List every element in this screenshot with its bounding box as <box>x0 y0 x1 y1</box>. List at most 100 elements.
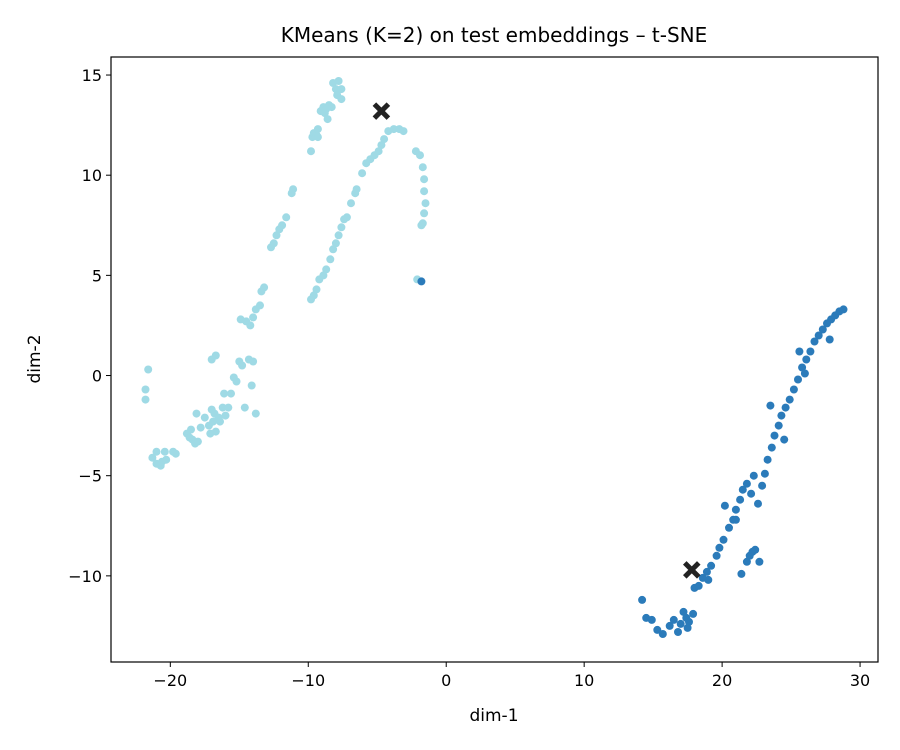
cluster-1-point-67 <box>795 347 804 356</box>
cluster-1-point-10 <box>679 607 688 616</box>
cluster-0-point-115 <box>417 221 426 230</box>
cluster-0-point-23 <box>209 417 218 426</box>
cluster-0-point-27 <box>216 417 224 426</box>
cluster-1-point-33 <box>763 455 772 464</box>
cluster-1-point-35 <box>770 431 779 440</box>
cluster-1-point-66 <box>748 547 757 556</box>
cluster-1-point-44 <box>806 347 815 356</box>
cluster-1-point-3 <box>647 615 656 624</box>
cluster-0-point-30 <box>224 403 233 412</box>
cluster-1-point-40 <box>789 385 798 394</box>
cluster-0-point-34 <box>238 361 247 370</box>
cluster-0-point-106 <box>399 127 408 136</box>
cluster-0-point-95 <box>352 185 361 194</box>
cluster-1-point-59 <box>766 401 775 410</box>
cluster-0-point-8 <box>160 447 169 456</box>
cluster-0-point-112 <box>421 199 430 208</box>
cluster-1-point-47 <box>818 325 827 334</box>
cluster-1-point-24 <box>731 505 740 514</box>
cluster-0-point-104 <box>389 125 398 134</box>
cluster-0-point-38 <box>249 357 258 366</box>
cluster-0-point-44 <box>229 373 238 382</box>
cluster-0-point-79 <box>337 95 346 104</box>
cluster-0-point-39 <box>251 409 260 418</box>
cluster-0-point-37 <box>247 381 256 390</box>
cluster-0-point-111 <box>420 187 429 196</box>
cluster-0-point-108 <box>416 151 424 160</box>
x-axis: −20 −10 0 10 20 30 <box>153 662 870 690</box>
cluster-1-point-12 <box>685 617 693 626</box>
cluster-0-point-58 <box>282 213 291 222</box>
cluster-1-point-39 <box>785 395 794 404</box>
points-layer <box>141 77 848 638</box>
cluster-0-point-75 <box>331 85 340 94</box>
cluster-1-point-1 <box>638 595 647 604</box>
cluster-1-point-46 <box>814 331 823 340</box>
cluster-0-point-11 <box>171 449 180 458</box>
cluster-0-point-5 <box>152 447 161 456</box>
chart-title: KMeans (K=2) on test embeddings – t-SNE <box>281 23 708 47</box>
cluster-0-point-113 <box>420 209 429 218</box>
cluster-1-point-26 <box>738 485 747 494</box>
cluster-0-point-57 <box>278 221 287 230</box>
cluster-0-point-78 <box>337 85 346 94</box>
cluster-0-point-109 <box>418 163 427 172</box>
cluster-0-point-14 <box>187 425 195 434</box>
cluster-0-point-85 <box>322 265 331 274</box>
cluster-1-point-58 <box>720 501 729 510</box>
cluster-1-point-53 <box>737 569 746 578</box>
cluster-1-point-20 <box>715 543 724 552</box>
y-tick-label: 0 <box>92 367 102 386</box>
cluster-0-point-88 <box>331 239 340 248</box>
cluster-1-point-54 <box>742 557 751 566</box>
cluster-0-point-19 <box>200 413 209 422</box>
cluster-1-point-6 <box>665 621 674 630</box>
cluster-1-point-38 <box>781 403 790 412</box>
cluster-0-point-93 <box>347 199 355 208</box>
cluster-0-point-18 <box>196 423 205 432</box>
cluster-1-point-30 <box>754 499 762 508</box>
cluster-1-point-21 <box>719 535 728 544</box>
cluster-1-point-22 <box>725 523 733 532</box>
cluster-0-point-28 <box>218 403 227 412</box>
cluster-0-point-66 <box>313 125 322 134</box>
x-tick-label: 10 <box>574 671 594 690</box>
cluster-0-point-3 <box>148 453 157 462</box>
cluster-0-point-77 <box>334 77 343 85</box>
cluster-1-point-9 <box>676 619 685 628</box>
cluster-0-point-35 <box>240 403 249 412</box>
cluster-0-point-89 <box>334 231 343 240</box>
x-tick-label: 20 <box>712 671 732 690</box>
cluster-0-point-54 <box>269 239 278 248</box>
cluster-0-point-0 <box>141 385 150 394</box>
cluster-1-point-19 <box>712 551 721 560</box>
cluster-0-point-50 <box>256 301 264 310</box>
cluster-0-point-61 <box>307 147 315 156</box>
y-tick-label: −5 <box>78 467 102 486</box>
cluster-1-point-8 <box>674 628 682 636</box>
cluster-0-point-87 <box>329 245 338 254</box>
cluster-0-point-86 <box>326 255 335 264</box>
y-tick-label: 15 <box>82 66 102 85</box>
cluster-1-point-28 <box>747 489 756 498</box>
centroid-1-marker <box>683 561 701 579</box>
cluster-0-point-60 <box>289 185 298 194</box>
y-tick-label: 10 <box>82 166 102 185</box>
cluster-1-point-42 <box>798 363 807 372</box>
cluster-1-point-65 <box>683 623 692 632</box>
cluster-0-point-71 <box>323 115 332 124</box>
cluster-1-point-61 <box>800 369 809 378</box>
cluster-1-point-64 <box>704 575 713 584</box>
cluster-0-point-9 <box>162 455 171 464</box>
cluster-1-point-63 <box>731 515 740 524</box>
cluster-1-point-45 <box>810 337 819 346</box>
y-axis: −10 −5 0 5 10 15 <box>68 66 111 586</box>
cluster-1-point-0 <box>417 277 426 286</box>
cluster-1-point-62 <box>825 335 834 344</box>
cluster-0-point-31 <box>227 389 235 398</box>
x-axis-label: dim-1 <box>469 706 518 726</box>
cluster-1-point-17 <box>702 567 711 576</box>
cluster-0-point-65 <box>313 133 322 142</box>
